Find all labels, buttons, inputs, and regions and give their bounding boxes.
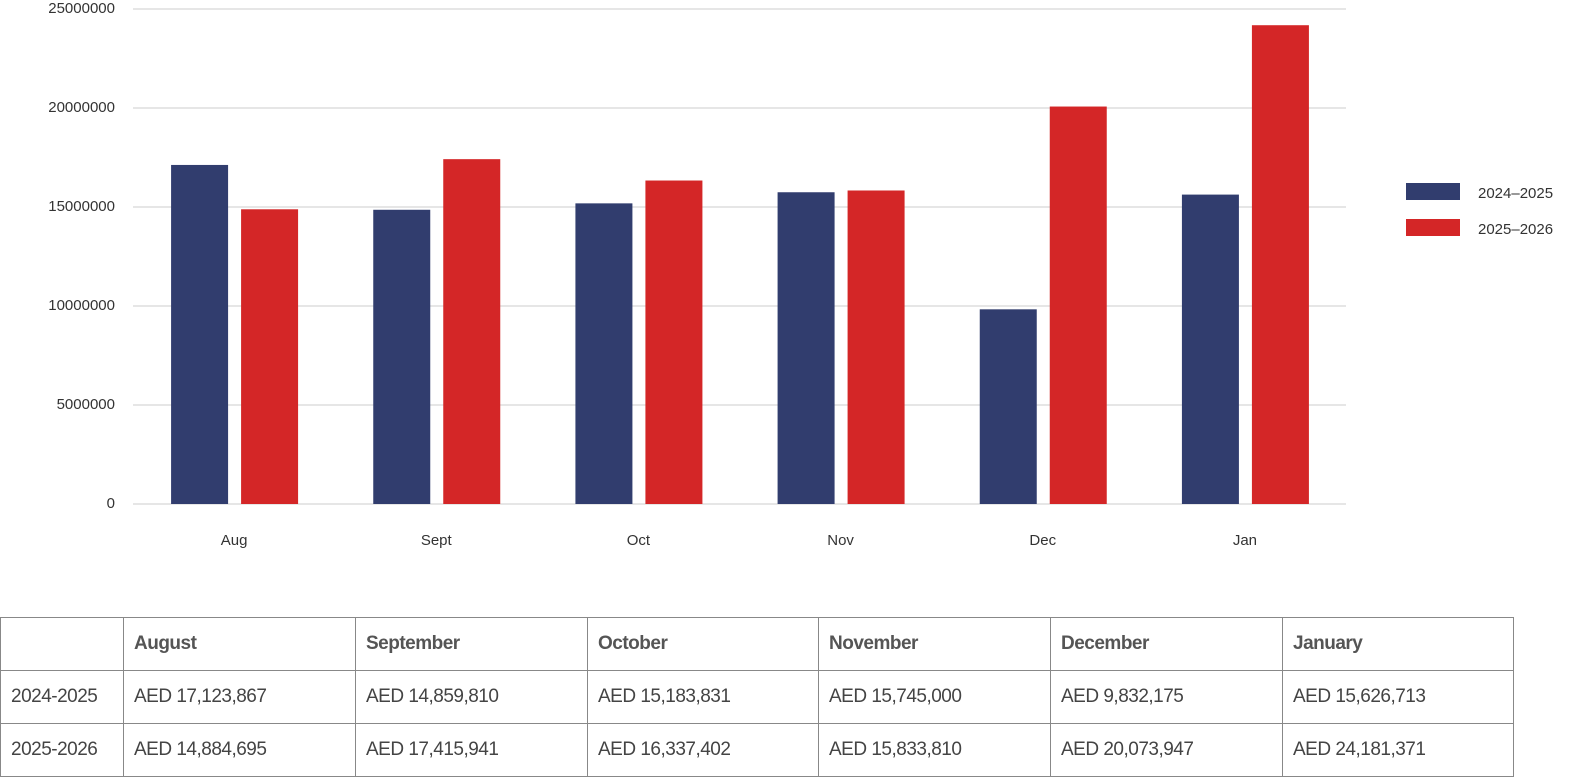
y-tick-label: 25000000 (48, 0, 115, 17)
header-cell: November (818, 617, 1051, 671)
legend-label: 2025–2026 (1478, 221, 1553, 238)
bar (777, 192, 835, 504)
bar (645, 180, 703, 504)
header-cell: August (123, 617, 356, 671)
value-cell: AED 15,745,000 (818, 670, 1051, 724)
x-tick-label: Dec (1029, 532, 1056, 549)
bar (241, 209, 299, 505)
corner-cell (0, 617, 124, 671)
value-cell: AED 14,884,695 (123, 723, 356, 777)
x-tick-label: Aug (221, 532, 248, 549)
bar (373, 209, 431, 504)
legend-label: 2024–2025 (1478, 185, 1553, 202)
value-cell: AED 17,415,941 (355, 723, 588, 777)
value-cell: AED 15,626,713 (1282, 670, 1514, 724)
value-cell: AED 9,832,175 (1050, 670, 1283, 724)
chart: 0 5000000 10000000 15000000 20000000 25000000… (48, 0, 1553, 549)
value-cell: AED 24,181,371 (1282, 723, 1514, 777)
row-label: 2025-2026 (0, 723, 124, 777)
y-tick-label: 15000000 (48, 198, 115, 215)
value-cell: AED 15,833,810 (818, 723, 1051, 777)
header-cell: September (355, 617, 588, 671)
header-cell: January (1282, 617, 1514, 671)
value-cell: AED 14,859,810 (355, 670, 588, 724)
x-tick-label: Oct (627, 532, 651, 549)
bar (979, 309, 1037, 504)
bar (575, 203, 633, 504)
data-table: August September October November December Ja… (0, 617, 1514, 777)
value-cell: AED 20,073,947 (1050, 723, 1283, 777)
value-cell: AED 17,123,867 (123, 670, 356, 724)
header-row: August September October November December Ja… (0, 617, 1514, 671)
bar (1181, 194, 1239, 505)
bar (1251, 25, 1309, 504)
y-tick-label: 10000000 (48, 297, 115, 314)
header-cell: October (587, 617, 819, 671)
bar (171, 164, 229, 504)
x-tick-label: Sept (421, 532, 453, 549)
value-cell: AED 15,183,831 (587, 670, 819, 724)
value-cell: AED 16,337,402 (587, 723, 819, 777)
bar (443, 159, 501, 504)
legend-swatch (1406, 183, 1460, 200)
header-cell: December (1050, 617, 1283, 671)
legend-swatch (1406, 219, 1460, 236)
x-tick-label: Nov (827, 532, 854, 549)
bar (847, 190, 905, 505)
y-tick-label: 0 (107, 495, 115, 512)
bar (1049, 106, 1107, 504)
table-row: 2025-2026 AED 14,884,695 AED 17,415,941 AED… (0, 723, 1514, 777)
y-tick-label: 20000000 (48, 99, 115, 116)
table-row: 2024-2025 AED 17,123,867 AED 14,859,810 AED… (0, 670, 1514, 724)
x-tick-label: Jan (1233, 532, 1257, 549)
row-label: 2024-2025 (0, 670, 124, 724)
y-tick-label: 5000000 (57, 396, 115, 413)
